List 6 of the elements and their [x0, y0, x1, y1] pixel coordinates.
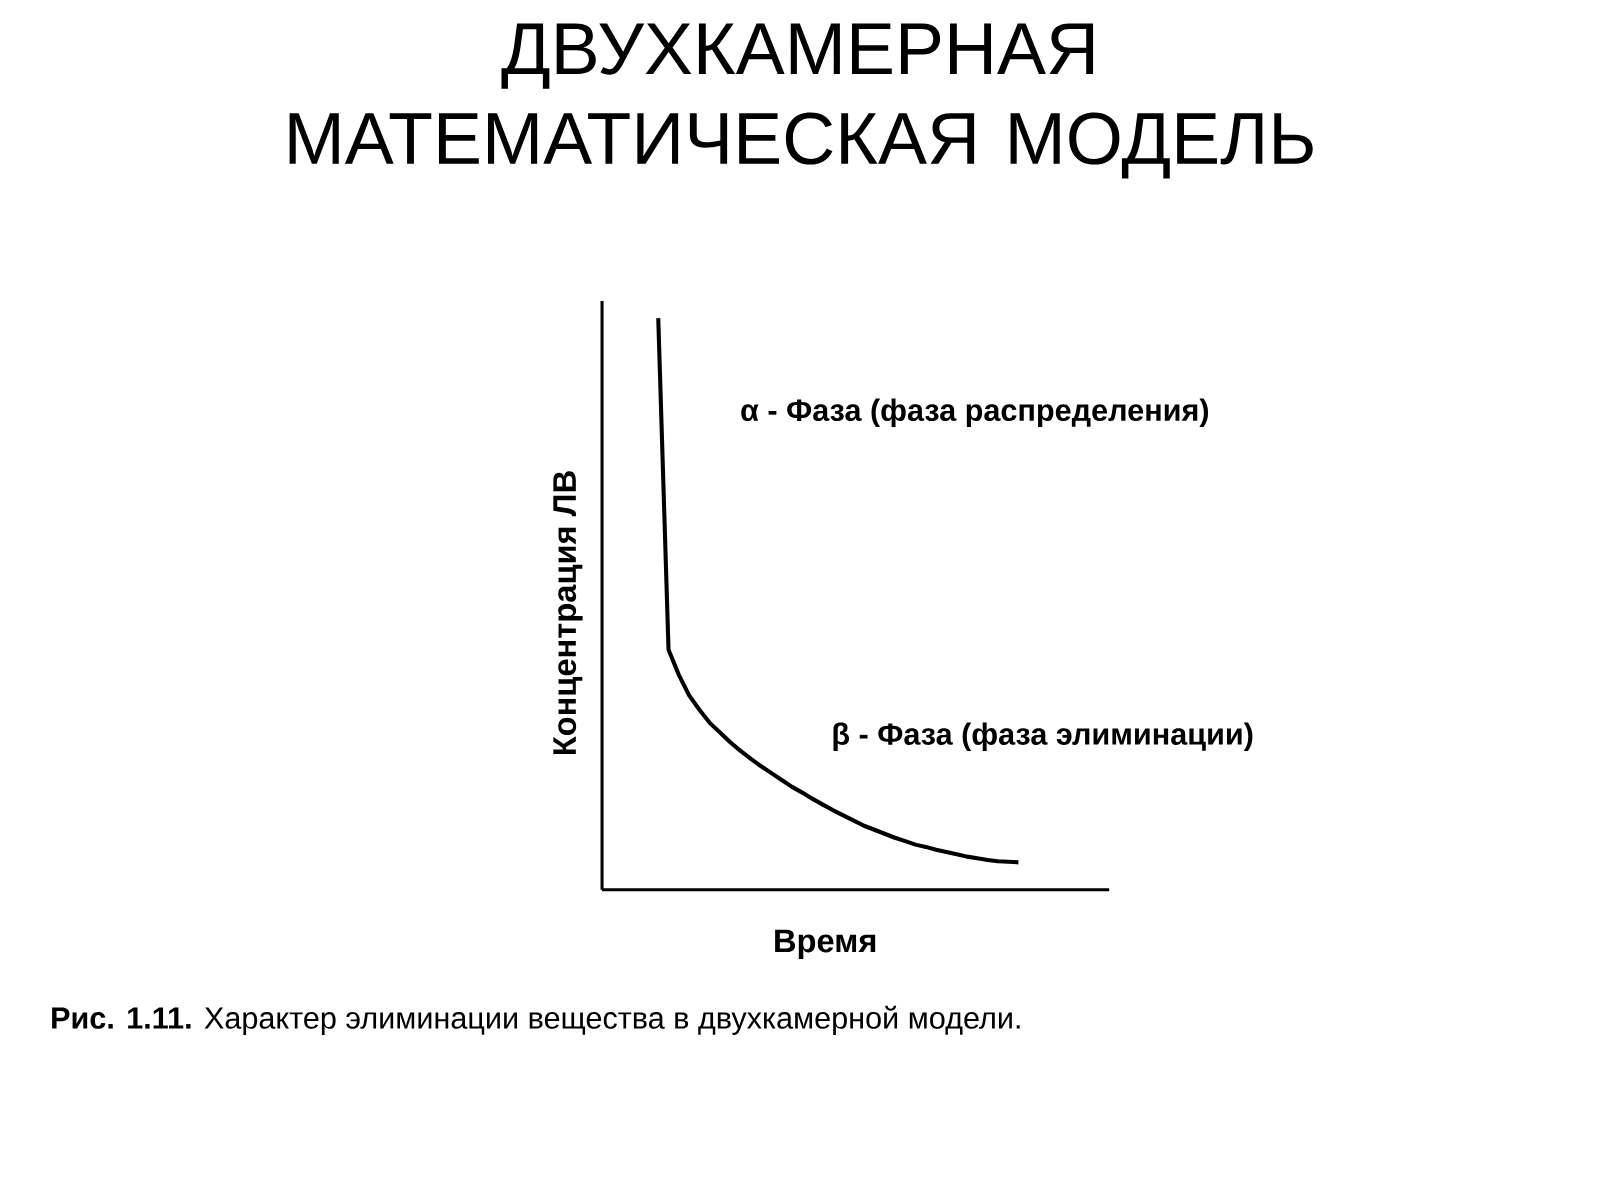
- chart-title: ДВУХКАМЕРНАЯ МАТЕМАТИЧЕСКАЯ МОДЕЛЬ: [289, 23, 1313, 179]
- annotation: α - Фаза (фаза распределения): [741, 398, 1209, 428]
- x-axis-title: Время: [775, 929, 876, 959]
- y-axis-title: Концентрация ЛВ: [553, 471, 583, 755]
- annotation: β - Фаза (фаза элиминации): [833, 722, 1253, 751]
- text: Рис. 1.11. Характер элиминации вещества в двухкамерной модели.: [52, 1005, 1020, 1035]
